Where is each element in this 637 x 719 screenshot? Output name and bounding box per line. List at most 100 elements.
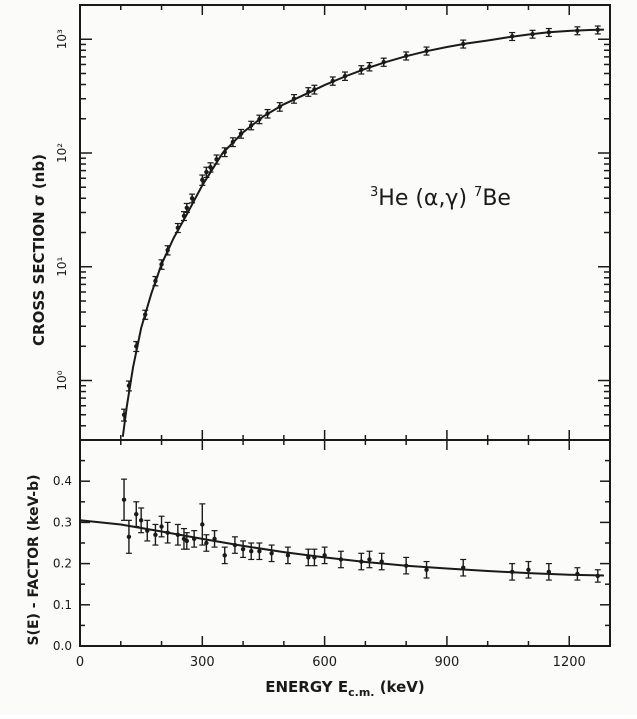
bottom-marker bbox=[546, 569, 552, 575]
bottom-marker bbox=[240, 546, 246, 552]
x-axis-label: ENERGY Ec.m. (keV) bbox=[265, 678, 425, 699]
top-marker bbox=[184, 205, 190, 210]
top-marker bbox=[277, 104, 282, 109]
bottom-marker bbox=[461, 565, 466, 570]
bottom-data-point bbox=[144, 519, 151, 542]
top-marker bbox=[200, 177, 205, 183]
bottom-marker bbox=[403, 563, 409, 568]
bottom-data-point bbox=[125, 519, 132, 554]
x-tick-label: 600 bbox=[312, 655, 337, 670]
top-marker bbox=[222, 149, 227, 155]
bottom-marker bbox=[184, 538, 190, 544]
bottom-data-point bbox=[138, 507, 145, 534]
bottom-marker bbox=[257, 549, 262, 554]
top-marker bbox=[461, 41, 466, 47]
bottom-data-point bbox=[174, 523, 181, 546]
top-marker bbox=[126, 383, 132, 388]
top-data-point bbox=[311, 84, 318, 95]
top-data-point bbox=[238, 128, 245, 139]
top-marker bbox=[359, 67, 364, 72]
top-data-point bbox=[342, 71, 348, 81]
bottom-data-point bbox=[158, 515, 165, 538]
bottom-marker bbox=[145, 528, 150, 533]
reaction-annotation: 3He (α,γ) 7Be bbox=[370, 185, 511, 211]
top-data-point bbox=[221, 147, 228, 158]
top-data-point bbox=[248, 120, 255, 131]
top-marker bbox=[367, 64, 372, 69]
top-marker bbox=[403, 53, 409, 59]
bottom-marker bbox=[126, 534, 132, 540]
top-data-point bbox=[305, 87, 312, 97]
bottom-data-point bbox=[525, 560, 532, 579]
top-marker bbox=[230, 139, 236, 145]
bottom-marker bbox=[232, 542, 238, 548]
bottom-marker bbox=[359, 559, 364, 564]
top-data-point bbox=[529, 29, 536, 39]
top-marker bbox=[159, 262, 164, 267]
top-data-point bbox=[545, 27, 552, 38]
top-y-axis-label: CROSS SECTION σ (nb) bbox=[30, 154, 48, 346]
bottom-data-point bbox=[248, 542, 255, 561]
bottom-marker bbox=[175, 532, 181, 537]
top-data-point bbox=[152, 275, 159, 287]
x-tick-label: 300 bbox=[190, 655, 215, 670]
bottom-marker bbox=[306, 555, 311, 560]
bottom-data-point bbox=[231, 536, 238, 554]
top-marker bbox=[204, 169, 209, 175]
bottom-marker bbox=[575, 571, 580, 577]
bottom-data-point bbox=[460, 558, 467, 577]
top-ticks: 10⁰ 10¹ 10² 10³ bbox=[55, 4, 611, 441]
bottom-marker bbox=[509, 569, 515, 575]
bottom-marker bbox=[138, 518, 144, 523]
top-data-point bbox=[133, 340, 140, 353]
top-marker bbox=[214, 157, 219, 162]
top-data-point bbox=[183, 202, 190, 214]
bottom-data-point bbox=[203, 534, 210, 552]
top-data-point bbox=[329, 76, 336, 86]
top-data-point bbox=[291, 94, 298, 104]
top-y-tick-label: 10² bbox=[55, 143, 69, 163]
bottom-data-point bbox=[509, 562, 516, 581]
x-tick-label: 1200 bbox=[553, 655, 586, 670]
bottom-y-tick-label: 0.1 bbox=[53, 598, 72, 612]
top-data-point bbox=[423, 46, 430, 56]
top-data-point bbox=[366, 62, 373, 72]
bottom-data-point bbox=[164, 521, 171, 544]
bottom-marker bbox=[269, 551, 274, 556]
bottom-marker bbox=[159, 524, 164, 529]
bottom-marker bbox=[200, 522, 205, 527]
top-marker bbox=[165, 247, 170, 253]
bottom-data-point bbox=[240, 540, 247, 559]
bottom-data-point bbox=[121, 478, 128, 521]
bottom-data-point bbox=[133, 501, 140, 528]
top-data-point bbox=[125, 380, 132, 392]
top-fit-line bbox=[121, 28, 604, 437]
top-marker bbox=[306, 89, 311, 95]
top-data-point bbox=[358, 65, 365, 75]
bottom-marker bbox=[322, 553, 327, 558]
bottom-data-point bbox=[403, 556, 410, 575]
top-data-point bbox=[574, 26, 581, 36]
bottom-data-point bbox=[191, 530, 198, 548]
bottom-marker bbox=[222, 553, 227, 558]
bottom-data-point bbox=[378, 552, 385, 571]
top-data-point bbox=[164, 245, 171, 256]
bottom-data-point bbox=[574, 567, 581, 581]
bottom-data-point bbox=[211, 530, 218, 548]
bottom-data-point bbox=[545, 562, 552, 581]
top-marker bbox=[121, 412, 127, 417]
bottom-y-axis-label: S(E) - FACTOR (keV-b) bbox=[26, 474, 42, 645]
top-marker bbox=[208, 165, 213, 170]
bottom-data-point bbox=[423, 560, 430, 579]
top-marker bbox=[546, 30, 552, 35]
top-marker bbox=[143, 312, 148, 317]
bottom-marker bbox=[379, 559, 384, 564]
top-data-point bbox=[158, 259, 165, 270]
top-data-point bbox=[509, 31, 516, 42]
bottom-data-point bbox=[305, 548, 312, 567]
bottom-data-point bbox=[183, 532, 190, 550]
bottom-marker bbox=[134, 511, 139, 517]
bottom-panel-frame bbox=[79, 439, 611, 647]
x-tick-label: 900 bbox=[435, 655, 460, 670]
